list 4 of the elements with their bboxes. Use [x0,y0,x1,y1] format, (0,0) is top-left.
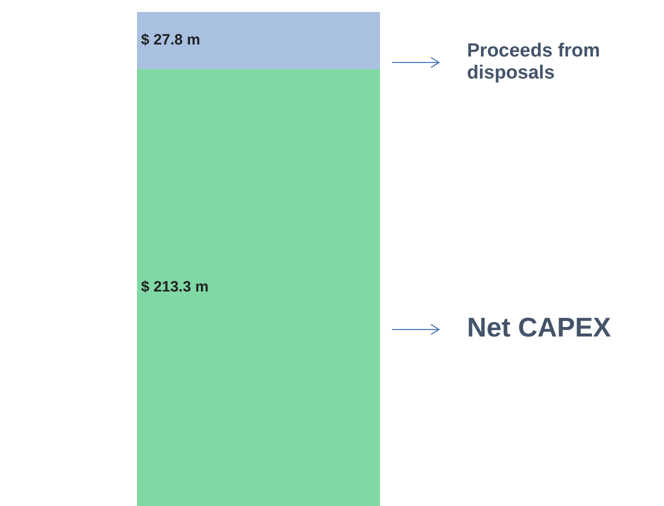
data-label: $ 213.3 m [141,278,209,296]
text: Net CAPEX [467,312,612,343]
data-label: $ 27.8 m [141,31,200,48]
text: Proceeds from disposals [467,40,600,84]
